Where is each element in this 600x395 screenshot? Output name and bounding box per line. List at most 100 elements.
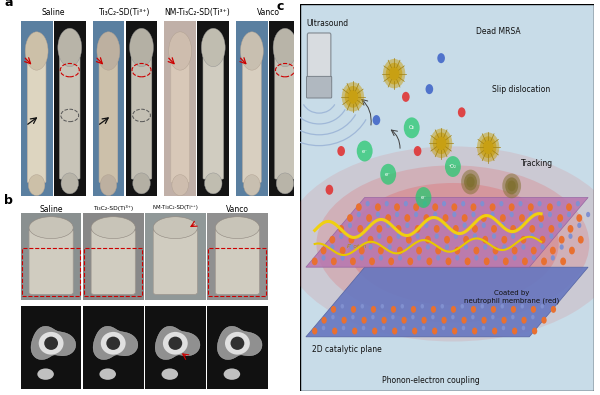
FancyBboxPatch shape xyxy=(54,21,86,196)
Circle shape xyxy=(404,117,419,138)
Circle shape xyxy=(519,214,525,222)
Circle shape xyxy=(440,304,444,308)
Circle shape xyxy=(466,177,475,188)
Circle shape xyxy=(455,255,460,261)
Circle shape xyxy=(372,327,377,335)
Circle shape xyxy=(501,223,505,228)
Circle shape xyxy=(435,246,441,254)
Ellipse shape xyxy=(169,32,191,70)
Ellipse shape xyxy=(37,369,54,380)
Circle shape xyxy=(492,233,496,239)
Circle shape xyxy=(462,325,465,330)
Circle shape xyxy=(454,233,458,239)
Circle shape xyxy=(490,203,496,211)
FancyBboxPatch shape xyxy=(269,21,301,196)
Circle shape xyxy=(442,201,446,207)
Text: Vanco: Vanco xyxy=(226,205,249,214)
Circle shape xyxy=(407,258,413,265)
FancyBboxPatch shape xyxy=(307,33,331,83)
Polygon shape xyxy=(306,198,588,267)
Circle shape xyxy=(480,136,496,158)
Circle shape xyxy=(425,236,431,244)
Circle shape xyxy=(471,315,475,320)
Circle shape xyxy=(503,258,509,265)
Circle shape xyxy=(509,212,514,217)
Circle shape xyxy=(431,306,436,313)
FancyBboxPatch shape xyxy=(275,52,295,179)
Circle shape xyxy=(388,245,392,250)
Ellipse shape xyxy=(277,173,294,194)
FancyBboxPatch shape xyxy=(153,229,197,294)
Ellipse shape xyxy=(244,175,260,196)
Circle shape xyxy=(402,325,405,330)
Circle shape xyxy=(411,306,416,313)
FancyBboxPatch shape xyxy=(207,306,268,389)
Circle shape xyxy=(560,258,566,265)
Circle shape xyxy=(512,255,517,261)
Circle shape xyxy=(421,304,424,308)
Circle shape xyxy=(432,327,437,335)
Circle shape xyxy=(452,327,457,335)
Circle shape xyxy=(451,306,456,313)
Circle shape xyxy=(312,258,317,265)
Circle shape xyxy=(388,258,394,265)
Text: Ultrasound: Ultrasound xyxy=(306,19,348,28)
FancyBboxPatch shape xyxy=(99,55,118,182)
Circle shape xyxy=(348,223,352,228)
Text: c: c xyxy=(277,0,284,13)
Circle shape xyxy=(421,317,427,324)
Circle shape xyxy=(415,225,421,233)
Ellipse shape xyxy=(172,175,188,196)
Circle shape xyxy=(522,258,528,265)
Circle shape xyxy=(484,258,490,265)
Circle shape xyxy=(443,223,448,228)
Circle shape xyxy=(416,233,419,239)
Circle shape xyxy=(452,212,457,217)
Ellipse shape xyxy=(241,32,263,70)
Circle shape xyxy=(502,317,506,324)
Circle shape xyxy=(483,140,493,154)
Ellipse shape xyxy=(205,173,222,194)
Circle shape xyxy=(586,212,590,217)
Circle shape xyxy=(380,304,384,308)
Ellipse shape xyxy=(169,337,182,350)
Text: Slip dislocation: Slip dislocation xyxy=(491,85,550,94)
Circle shape xyxy=(532,327,537,335)
Text: b: b xyxy=(4,194,13,207)
Circle shape xyxy=(416,246,422,254)
Text: Vanco: Vanco xyxy=(257,8,280,17)
Circle shape xyxy=(322,255,326,261)
Circle shape xyxy=(539,236,545,244)
Circle shape xyxy=(358,225,363,233)
Circle shape xyxy=(559,236,565,244)
Circle shape xyxy=(350,258,356,265)
Circle shape xyxy=(482,236,488,244)
FancyBboxPatch shape xyxy=(83,306,143,389)
Circle shape xyxy=(385,201,389,207)
Ellipse shape xyxy=(316,166,589,323)
Circle shape xyxy=(569,246,575,254)
Circle shape xyxy=(491,315,494,320)
Circle shape xyxy=(481,214,487,222)
Circle shape xyxy=(341,317,347,324)
Circle shape xyxy=(331,315,335,320)
Circle shape xyxy=(508,181,516,191)
Circle shape xyxy=(461,169,480,194)
FancyBboxPatch shape xyxy=(21,306,82,389)
Circle shape xyxy=(550,246,556,254)
Text: e⁻: e⁻ xyxy=(421,195,427,200)
Ellipse shape xyxy=(100,175,116,196)
Circle shape xyxy=(491,225,497,233)
Ellipse shape xyxy=(91,217,136,239)
Ellipse shape xyxy=(230,337,244,350)
Circle shape xyxy=(412,327,418,335)
Circle shape xyxy=(443,214,448,222)
Circle shape xyxy=(401,304,404,308)
FancyBboxPatch shape xyxy=(21,213,82,300)
Circle shape xyxy=(369,258,375,265)
Circle shape xyxy=(395,225,401,233)
Circle shape xyxy=(347,90,358,104)
Circle shape xyxy=(550,233,553,239)
Text: Tracking: Tracking xyxy=(521,159,553,168)
Circle shape xyxy=(502,245,506,250)
